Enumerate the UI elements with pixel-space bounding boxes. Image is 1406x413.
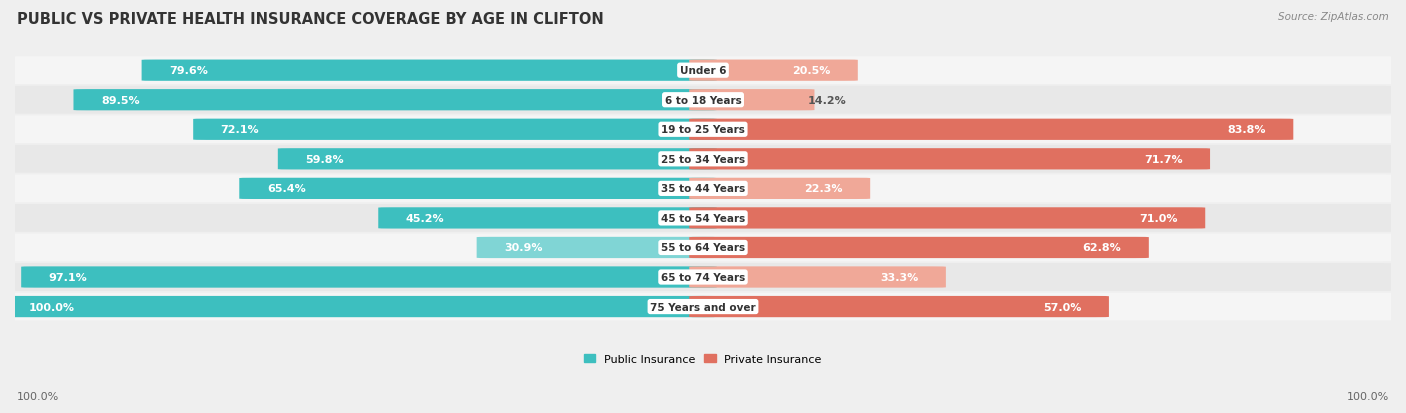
FancyBboxPatch shape [1, 175, 1405, 203]
FancyBboxPatch shape [1, 87, 1405, 114]
FancyBboxPatch shape [73, 90, 717, 111]
FancyBboxPatch shape [21, 267, 717, 288]
Text: 20.5%: 20.5% [792, 66, 831, 76]
Text: 57.0%: 57.0% [1043, 302, 1081, 312]
Text: 45.2%: 45.2% [406, 214, 444, 223]
Text: 30.9%: 30.9% [505, 243, 543, 253]
FancyBboxPatch shape [1, 57, 1405, 85]
FancyBboxPatch shape [1, 263, 1405, 291]
Text: 75 Years and over: 75 Years and over [650, 302, 756, 312]
FancyBboxPatch shape [689, 208, 1205, 229]
Text: Under 6: Under 6 [679, 66, 727, 76]
FancyBboxPatch shape [1, 293, 1405, 320]
Text: 6 to 18 Years: 6 to 18 Years [665, 95, 741, 105]
FancyBboxPatch shape [689, 178, 870, 199]
FancyBboxPatch shape [689, 296, 1109, 318]
Text: 45 to 54 Years: 45 to 54 Years [661, 214, 745, 223]
FancyBboxPatch shape [1, 296, 717, 318]
Text: 33.3%: 33.3% [880, 272, 918, 282]
Text: 62.8%: 62.8% [1083, 243, 1122, 253]
FancyBboxPatch shape [239, 178, 717, 199]
FancyBboxPatch shape [689, 119, 1294, 140]
FancyBboxPatch shape [278, 149, 717, 170]
Text: 19 to 25 Years: 19 to 25 Years [661, 125, 745, 135]
Text: 35 to 44 Years: 35 to 44 Years [661, 184, 745, 194]
FancyBboxPatch shape [193, 119, 717, 140]
FancyBboxPatch shape [689, 237, 1149, 259]
FancyBboxPatch shape [689, 60, 858, 82]
Text: 59.8%: 59.8% [305, 154, 344, 164]
Text: PUBLIC VS PRIVATE HEALTH INSURANCE COVERAGE BY AGE IN CLIFTON: PUBLIC VS PRIVATE HEALTH INSURANCE COVER… [17, 12, 603, 27]
Legend: Public Insurance, Private Insurance: Public Insurance, Private Insurance [583, 354, 823, 364]
Text: 25 to 34 Years: 25 to 34 Years [661, 154, 745, 164]
FancyBboxPatch shape [1, 204, 1405, 232]
Text: 65.4%: 65.4% [267, 184, 305, 194]
FancyBboxPatch shape [1, 145, 1405, 173]
Text: Source: ZipAtlas.com: Source: ZipAtlas.com [1278, 12, 1389, 22]
FancyBboxPatch shape [378, 208, 717, 229]
Text: 100.0%: 100.0% [17, 391, 59, 401]
FancyBboxPatch shape [142, 60, 717, 82]
Text: 100.0%: 100.0% [28, 302, 75, 312]
FancyBboxPatch shape [689, 267, 946, 288]
Text: 55 to 64 Years: 55 to 64 Years [661, 243, 745, 253]
Text: 100.0%: 100.0% [1347, 391, 1389, 401]
Text: 14.2%: 14.2% [807, 95, 846, 105]
Text: 83.8%: 83.8% [1227, 125, 1265, 135]
Text: 65 to 74 Years: 65 to 74 Years [661, 272, 745, 282]
Text: 71.0%: 71.0% [1139, 214, 1178, 223]
Text: 97.1%: 97.1% [49, 272, 87, 282]
Text: 89.5%: 89.5% [101, 95, 139, 105]
Text: 79.6%: 79.6% [169, 66, 208, 76]
FancyBboxPatch shape [1, 116, 1405, 144]
FancyBboxPatch shape [689, 149, 1211, 170]
Text: 72.1%: 72.1% [221, 125, 259, 135]
FancyBboxPatch shape [1, 234, 1405, 262]
FancyBboxPatch shape [477, 237, 717, 259]
FancyBboxPatch shape [689, 90, 814, 111]
Text: 22.3%: 22.3% [804, 184, 842, 194]
Text: 71.7%: 71.7% [1144, 154, 1182, 164]
